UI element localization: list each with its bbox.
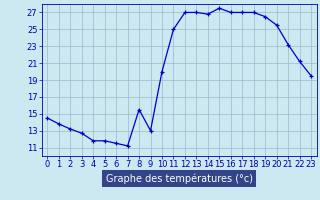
X-axis label: Graphe des températures (°c): Graphe des températures (°c): [106, 173, 253, 184]
